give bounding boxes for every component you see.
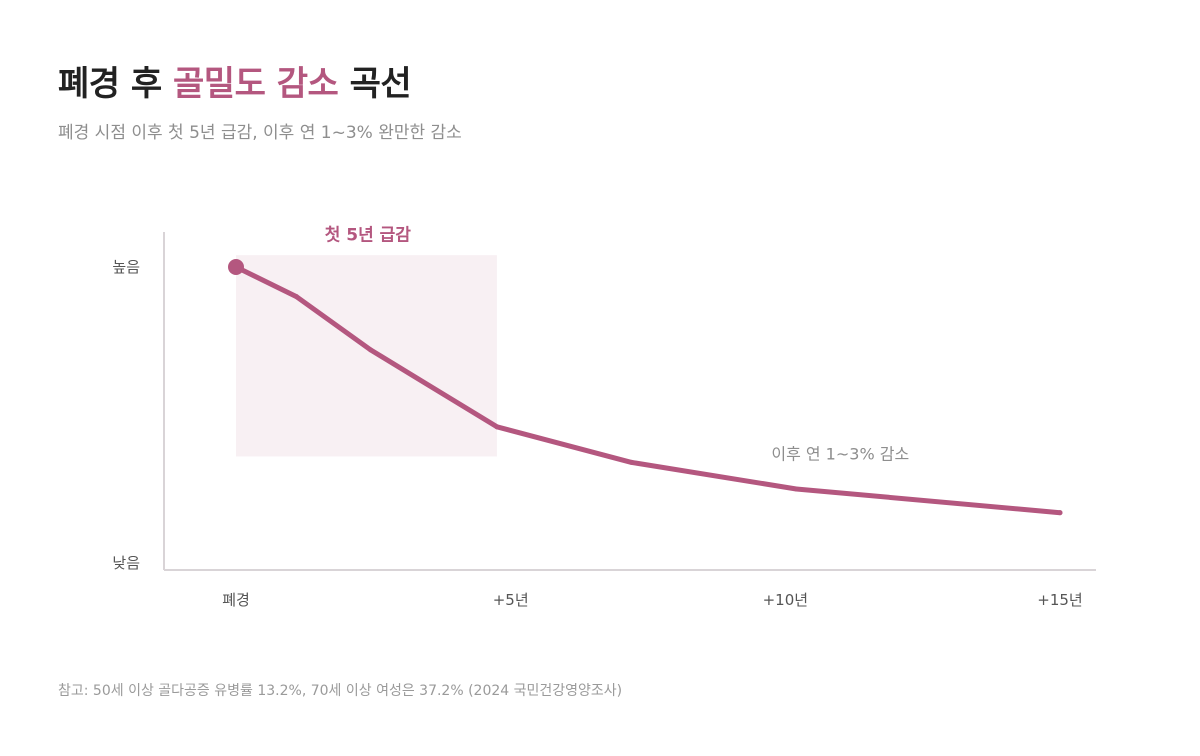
- data-point: [629, 459, 635, 465]
- data-point: [793, 486, 799, 492]
- x-tick-label: +5년: [493, 591, 529, 609]
- data-point: [494, 424, 500, 430]
- data-point: [1057, 510, 1063, 516]
- y-tick-label: 낮음: [112, 554, 140, 572]
- title-accent: 골밀도 감소: [173, 64, 339, 104]
- chart-title: 폐경 후 골밀도 감소 곡선: [58, 56, 412, 105]
- annotation-label: 이후 연 1~3% 감소: [771, 444, 909, 463]
- x-tick-label: +10년: [763, 591, 808, 609]
- footnote: 참고: 50세 이상 골다공증 유병률 13.2%, 70세 이상 여성은 37…: [58, 683, 623, 699]
- y-tick-label: 높음: [112, 258, 140, 276]
- start-point: [228, 259, 244, 275]
- x-tick-label: +15년: [1037, 591, 1082, 609]
- data-point: [293, 294, 299, 300]
- x-tick-label: 폐경: [222, 591, 250, 609]
- data-point: [368, 347, 374, 353]
- title-suffix: 곡선: [338, 64, 412, 104]
- annotation-label: 첫 5년 급감: [325, 224, 412, 245]
- chart-subtitle: 폐경 시점 이후 첫 5년 급감, 이후 연 1~3% 완만한 감소: [58, 123, 462, 143]
- title-prefix: 폐경 후: [58, 64, 174, 104]
